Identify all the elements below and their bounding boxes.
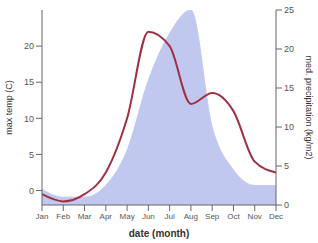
svg-text:Jan: Jan bbox=[36, 212, 49, 221]
svg-text:max temp (C): max temp (C) bbox=[8, 80, 14, 135]
svg-text:5: 5 bbox=[29, 150, 34, 160]
svg-text:10: 10 bbox=[284, 122, 294, 132]
svg-text:date (month): date (month) bbox=[129, 228, 190, 239]
svg-text:0: 0 bbox=[284, 200, 289, 210]
svg-text:15: 15 bbox=[24, 77, 34, 87]
svg-text:med. precipitation (kg/m2): med. precipitation (kg/m2) bbox=[304, 55, 310, 159]
svg-text:20: 20 bbox=[24, 41, 34, 51]
svg-text:Oct: Oct bbox=[227, 212, 240, 221]
svg-text:Nov: Nov bbox=[248, 212, 262, 221]
svg-text:5: 5 bbox=[284, 161, 289, 171]
svg-text:Dec: Dec bbox=[269, 212, 283, 221]
svg-text:Sep: Sep bbox=[205, 212, 220, 221]
svg-text:May: May bbox=[120, 212, 135, 221]
svg-text:0: 0 bbox=[29, 186, 34, 196]
svg-text:Mar: Mar bbox=[78, 212, 92, 221]
svg-text:15: 15 bbox=[284, 83, 294, 93]
svg-text:Feb: Feb bbox=[56, 212, 70, 221]
svg-text:Jul: Jul bbox=[165, 212, 175, 221]
svg-text:Jun: Jun bbox=[142, 212, 155, 221]
svg-text:25: 25 bbox=[284, 5, 294, 15]
svg-text:10: 10 bbox=[24, 114, 34, 124]
svg-text:Apr: Apr bbox=[100, 212, 113, 221]
svg-text:Aug: Aug bbox=[184, 212, 198, 221]
svg-text:20: 20 bbox=[284, 44, 294, 54]
